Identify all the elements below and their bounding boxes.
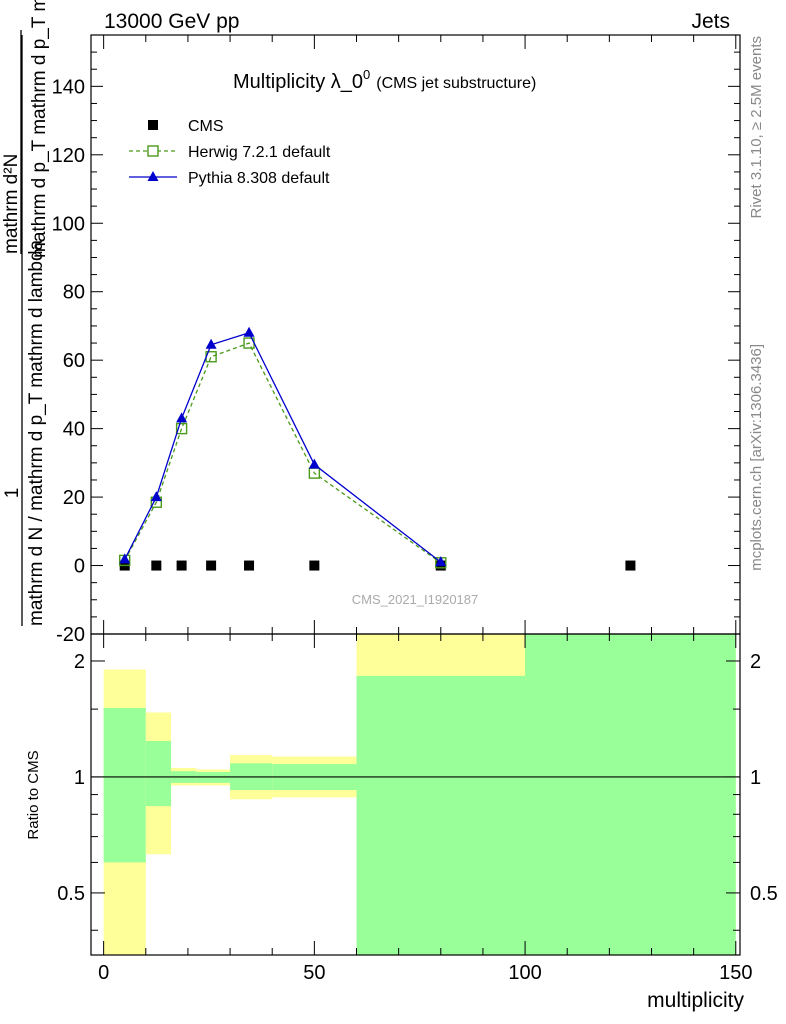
point-0-5 <box>309 560 320 571</box>
series-line-2 <box>124 332 442 563</box>
mcplots-text: mcplots.cern.ch [arXiv:1306.3436] <box>748 344 765 571</box>
series-group <box>119 326 636 571</box>
ratio-bands <box>103 634 736 955</box>
lower-ytick-label-right-1: 1 <box>750 767 761 789</box>
legend-marker-2 <box>147 171 159 181</box>
axes: -20 0 20 40 60 80 100 120 140 0 50 100 150 0.5 0.5 1 1 2 2 <box>52 34 778 984</box>
upper-ytick-label-1: 0 <box>74 556 85 578</box>
point-0-1 <box>151 560 162 571</box>
upper-ytick-label-8: 140 <box>52 76 85 98</box>
green-band-7 <box>525 634 736 955</box>
ratio-plot <box>91 634 740 955</box>
legend-label-2: Pythia 8.308 default <box>188 170 330 187</box>
point-2-0 <box>119 553 131 564</box>
chart-title: Multiplicity λ_00 (CMS jet substructure) <box>233 67 536 93</box>
point-1-2 <box>175 422 188 435</box>
legend-marker-1 <box>147 145 159 157</box>
watermark: CMS_2021_I1920187 <box>352 592 479 607</box>
point-0-2 <box>176 560 187 571</box>
point-2-2 <box>176 412 188 423</box>
xtick-label-2: 100 <box>508 962 541 984</box>
xlabel: multiplicity <box>647 989 744 1012</box>
point-2-5 <box>308 458 320 469</box>
upper-ytick-label-3: 40 <box>63 419 85 441</box>
point-2-6 <box>435 556 447 567</box>
header-right: Jets <box>691 10 730 33</box>
xtick-label-1: 50 <box>303 962 325 984</box>
green-band-0 <box>103 708 146 863</box>
title-sub: (CMS jet substructure) <box>376 75 536 92</box>
ylabel-numerator: 1 <box>2 488 23 499</box>
upper-ytick-label-5: 80 <box>63 282 85 304</box>
title-main: Multiplicity λ_0 <box>233 71 363 93</box>
point-2-3 <box>205 338 217 349</box>
point-0-4 <box>244 560 255 571</box>
upper-ytick-label-4: 60 <box>63 350 85 372</box>
upper-ytick-label-0: -20 <box>56 624 85 646</box>
green-band-1 <box>145 740 172 807</box>
legend-marker-0 <box>148 120 158 130</box>
title-sup: 0 <box>363 67 370 82</box>
upper-ytick-label-7: 120 <box>52 145 85 167</box>
lower-ytick-label-left-0: 0.5 <box>57 883 85 905</box>
point-2-4 <box>243 326 255 337</box>
header-left: 13000 GeV pp <box>104 10 239 33</box>
point-2-1 <box>150 491 162 502</box>
upper-ytick-label-6: 100 <box>52 213 85 235</box>
upper-ylabel: 1 mathrm d N / mathrm d p_T mathrm d lam… <box>1 0 50 626</box>
series-line-1 <box>124 342 442 564</box>
rivet-text: Rivet 3.1.10, ≥ 2.5M events <box>748 36 765 219</box>
ylabel-fraction-denominator: mathrm d p_T mathrm d p_T mathrm d lambd… <box>29 0 50 258</box>
ylabel-fraction-numerator: mathrm d²N <box>1 154 22 254</box>
legend-label-0: CMS <box>188 118 224 135</box>
point-0-3 <box>206 560 217 571</box>
upper-ytick-label-2: 20 <box>63 487 85 509</box>
ylabel-denominator: mathrm d N / mathrm d p_T mathrm d lambd… <box>26 239 47 626</box>
main-plot: CMS Herwig 7.2.1 default Pythia 8.308 defa… <box>119 118 636 571</box>
xtick-label-0: 0 <box>98 962 109 984</box>
lower-ytick-label-right-2: 2 <box>750 651 761 673</box>
xtick-label-3: 150 <box>719 962 752 984</box>
lower-ytick-label-left-1: 1 <box>74 767 85 789</box>
lower-ylabel: Ratio to CMS <box>25 750 42 839</box>
legend-label-1: Herwig 7.2.1 default <box>188 144 331 161</box>
lower-ytick-label-right-0: 0.5 <box>750 883 778 905</box>
point-0-7 <box>625 560 636 571</box>
lower-ytick-label-left-2: 2 <box>74 651 85 673</box>
green-band-6 <box>356 675 526 955</box>
legend: CMS Herwig 7.2.1 default Pythia 8.308 defa… <box>129 118 331 187</box>
